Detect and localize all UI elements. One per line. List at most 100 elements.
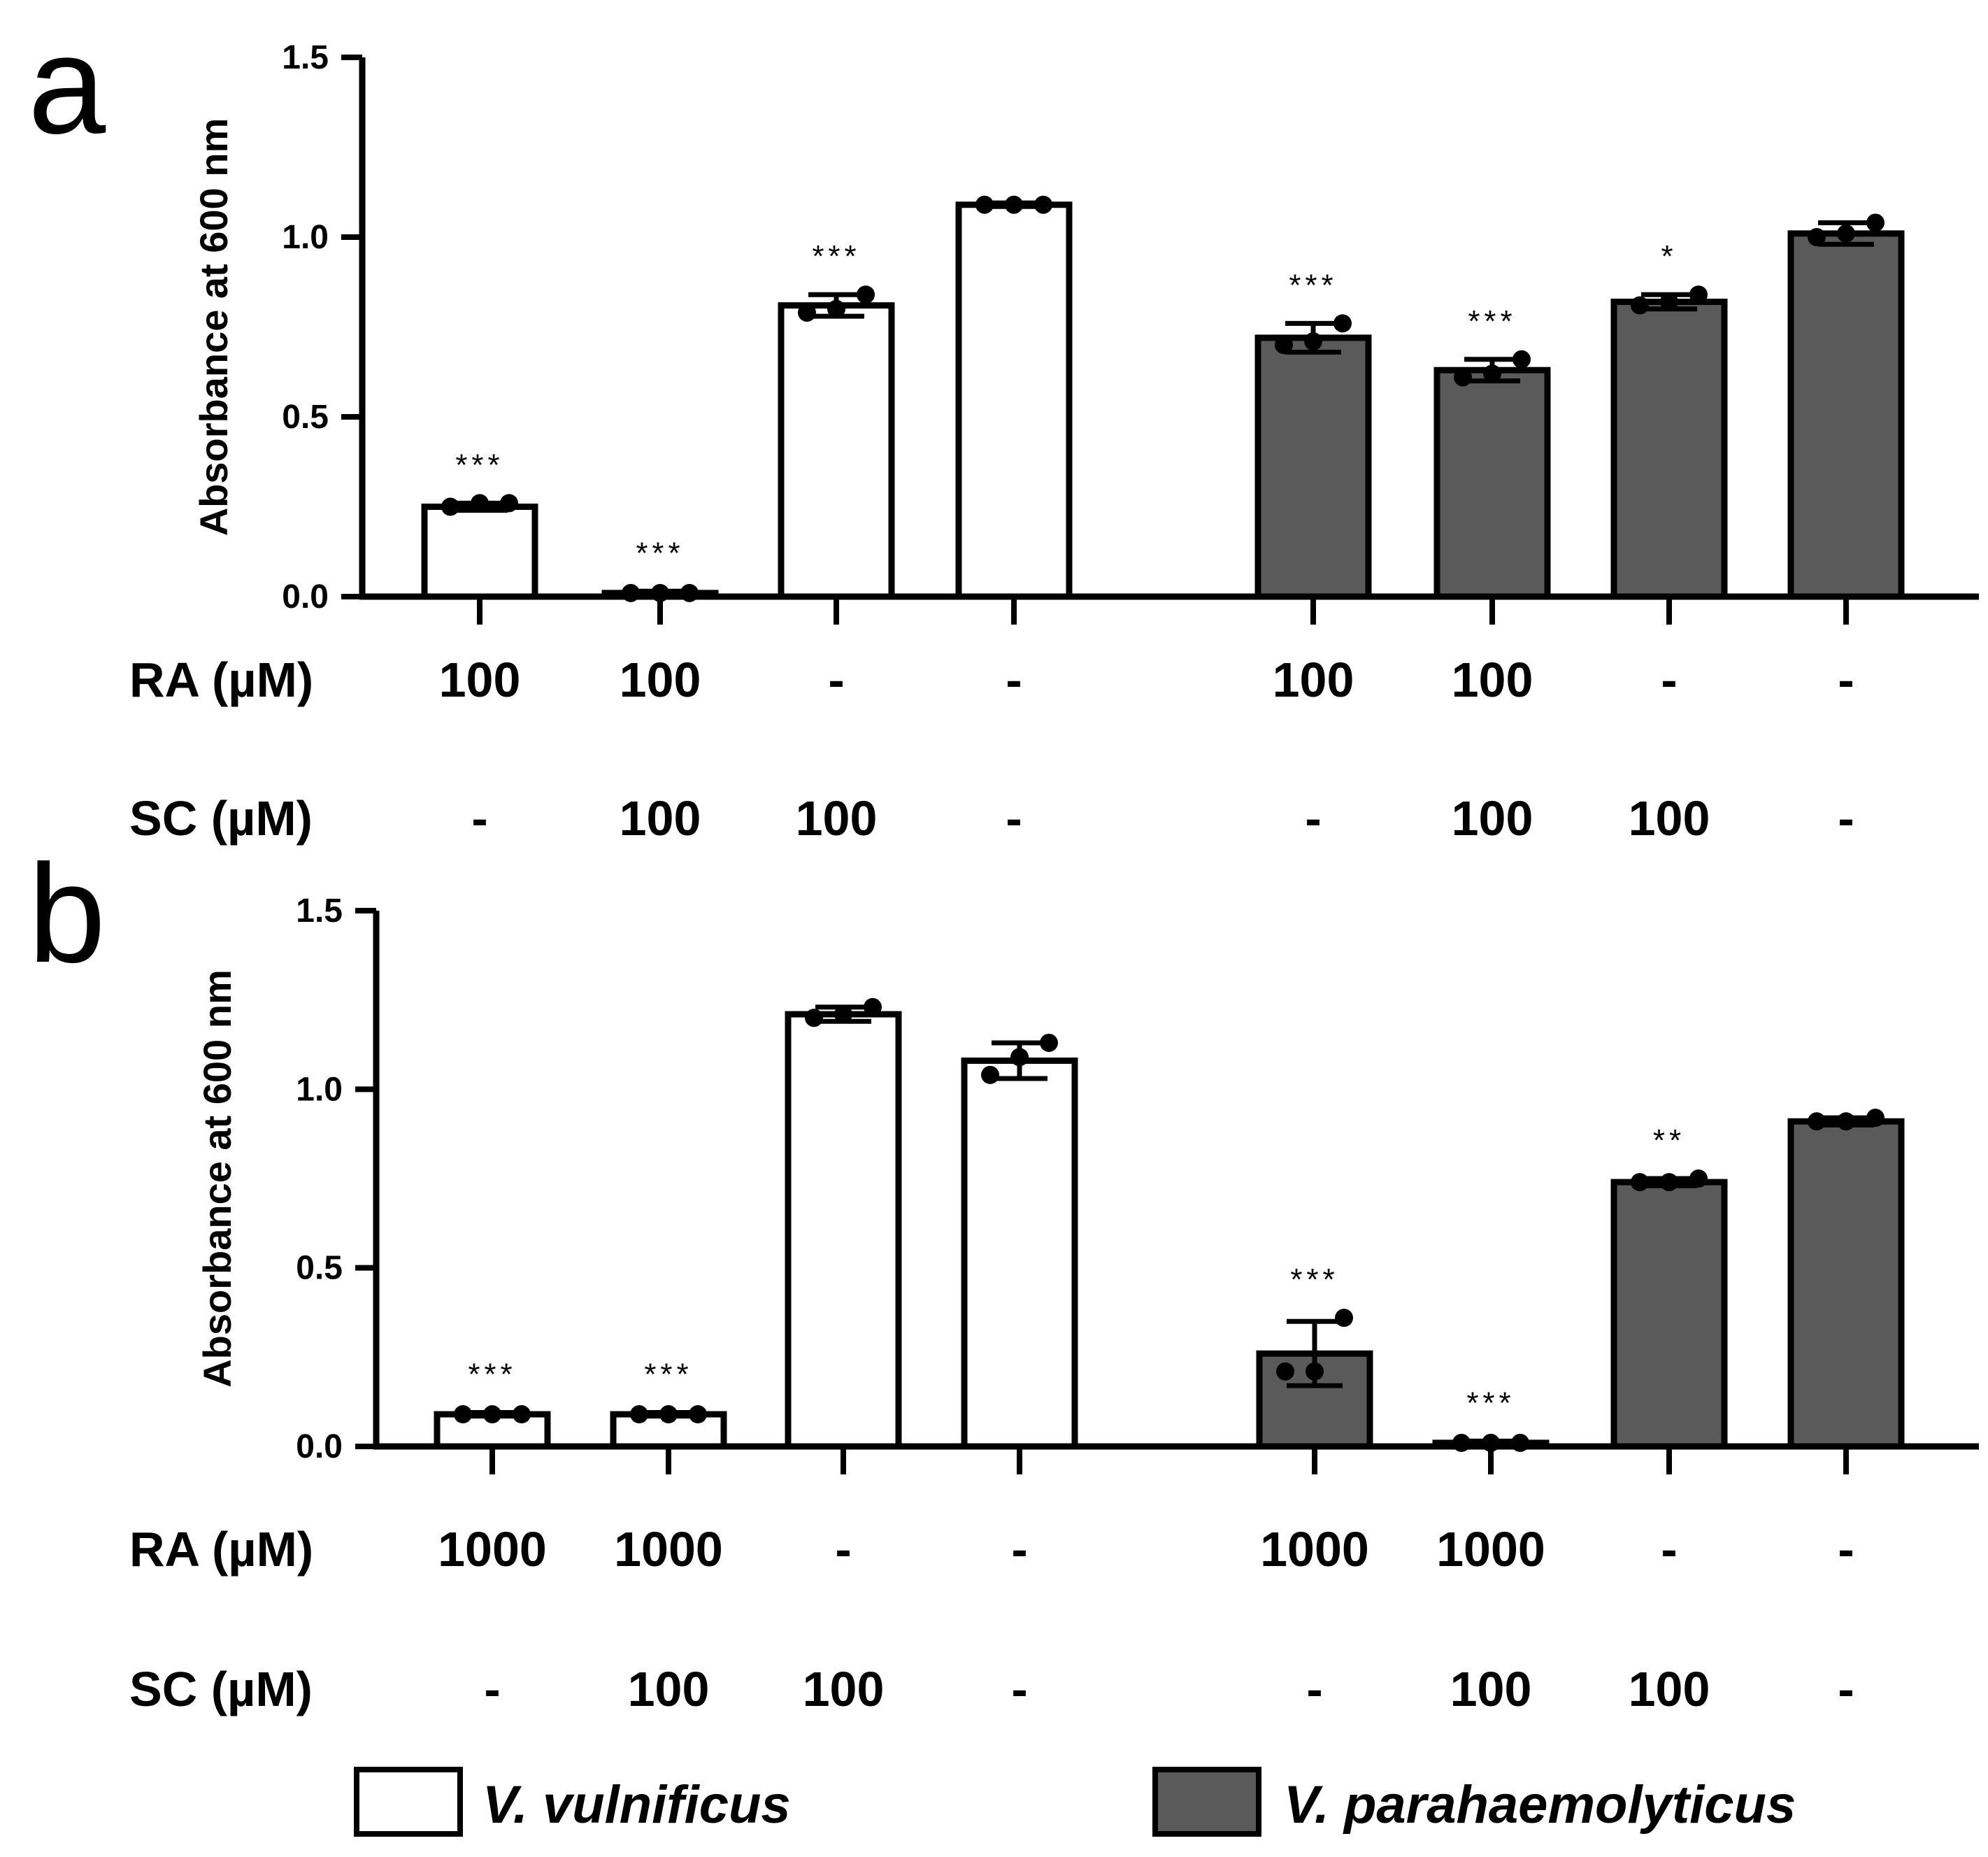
data-point bbox=[1010, 1048, 1029, 1067]
data-point bbox=[1482, 1433, 1500, 1452]
data-point bbox=[1483, 364, 1501, 383]
data-point bbox=[1275, 336, 1293, 355]
sc-value: 100 bbox=[1629, 791, 1710, 846]
data-point bbox=[1034, 195, 1052, 214]
sc-value: - bbox=[471, 791, 487, 846]
data-point bbox=[1306, 1362, 1324, 1381]
ra-value: - bbox=[1838, 1522, 1854, 1577]
sc-value: - bbox=[1011, 1662, 1027, 1716]
significance-label: *** bbox=[644, 1357, 692, 1391]
sc-value: 100 bbox=[796, 791, 878, 846]
ra-value: - bbox=[835, 1522, 851, 1577]
data-point bbox=[622, 583, 640, 602]
ra-value: 1000 bbox=[1260, 1522, 1369, 1577]
data-point bbox=[975, 195, 994, 214]
data-point bbox=[471, 494, 489, 513]
significance-label: *** bbox=[1466, 1386, 1515, 1420]
ra-value: - bbox=[1661, 1522, 1677, 1577]
data-point bbox=[689, 1405, 707, 1424]
data-point bbox=[1513, 350, 1531, 369]
significance-label: *** bbox=[1468, 304, 1516, 339]
significance-label: *** bbox=[812, 239, 860, 273]
bar bbox=[1787, 1118, 1905, 1450]
data-point bbox=[513, 1405, 531, 1424]
significance-label: *** bbox=[468, 1357, 516, 1391]
legend-label-v-vulnificus: V. vulnificus bbox=[482, 1775, 791, 1835]
bar bbox=[1254, 334, 1372, 600]
ra-value: - bbox=[1011, 1522, 1027, 1577]
sc-value: - bbox=[1838, 791, 1854, 846]
sc-value: 100 bbox=[1629, 1662, 1710, 1716]
ra-value: 1000 bbox=[614, 1522, 723, 1577]
panel-letter: b bbox=[28, 836, 106, 992]
data-point bbox=[500, 494, 518, 513]
data-point bbox=[659, 1405, 678, 1424]
condition-row-label: SC (µM) bbox=[129, 1662, 313, 1716]
data-point bbox=[1304, 332, 1322, 351]
significance-label: *** bbox=[1289, 268, 1337, 302]
significance-label: ** bbox=[1653, 1123, 1685, 1158]
data-point bbox=[1837, 224, 1855, 243]
data-point bbox=[798, 303, 816, 322]
bar bbox=[778, 302, 895, 600]
condition-row-label: SC (µM) bbox=[129, 791, 313, 846]
sc-value: - bbox=[484, 1662, 500, 1716]
significance-label: *** bbox=[455, 448, 503, 482]
data-point bbox=[1689, 285, 1708, 304]
data-point bbox=[454, 1405, 472, 1424]
legend-swatch-v-vulnificus bbox=[354, 1767, 463, 1837]
y-tick-label: 0.0 bbox=[282, 578, 329, 616]
data-point bbox=[680, 583, 699, 602]
data-point bbox=[1808, 228, 1826, 246]
bar bbox=[421, 504, 538, 600]
y-axis-label: Absorbance at 600 nm bbox=[195, 969, 239, 1388]
data-point bbox=[630, 1405, 648, 1424]
y-tick-label: 1.5 bbox=[282, 39, 329, 76]
y-tick-label: 1.0 bbox=[296, 1071, 343, 1108]
ra-value: - bbox=[1006, 653, 1022, 707]
legend-label-v-parahaemolyticus: V. parahaemolyticus bbox=[1284, 1775, 1796, 1835]
bar bbox=[1610, 1179, 1728, 1450]
sc-value: - bbox=[1006, 791, 1022, 846]
bar bbox=[785, 1011, 902, 1450]
data-point bbox=[1660, 1173, 1678, 1192]
data-point bbox=[1335, 1309, 1353, 1328]
significance-label: *** bbox=[636, 536, 684, 570]
data-point bbox=[1276, 1362, 1294, 1381]
data-point bbox=[1631, 296, 1649, 315]
sc-value: - bbox=[1305, 791, 1321, 846]
ra-value: - bbox=[1661, 653, 1677, 707]
ra-value: - bbox=[1838, 653, 1854, 707]
data-point bbox=[651, 583, 669, 602]
ra-value: - bbox=[828, 653, 844, 707]
panel-letter: a bbox=[28, 7, 106, 163]
sc-value: 100 bbox=[803, 1662, 885, 1716]
condition-row-label: RA (µM) bbox=[129, 653, 313, 707]
sc-value: - bbox=[1306, 1662, 1322, 1716]
condition-row-label: RA (µM) bbox=[129, 1522, 313, 1577]
data-point bbox=[1631, 1173, 1649, 1192]
bar bbox=[1610, 299, 1728, 600]
sc-value: 100 bbox=[620, 791, 701, 846]
y-axis-label: Absorbance at 600 nm bbox=[192, 118, 236, 536]
data-point bbox=[1040, 1033, 1058, 1052]
sc-value: 100 bbox=[1450, 1662, 1532, 1716]
data-point bbox=[1866, 213, 1885, 232]
sc-value: 100 bbox=[1452, 791, 1533, 846]
ra-value: 100 bbox=[439, 653, 521, 707]
sc-value: 100 bbox=[628, 1662, 710, 1716]
ra-value: 1000 bbox=[1436, 1522, 1545, 1577]
y-tick-label: 0.0 bbox=[296, 1428, 343, 1465]
bar bbox=[1787, 230, 1905, 600]
data-point bbox=[1333, 314, 1352, 333]
data-point bbox=[1005, 195, 1023, 214]
ra-value: 100 bbox=[620, 653, 701, 707]
y-tick-label: 1.5 bbox=[296, 892, 343, 930]
significance-label: * bbox=[1661, 239, 1677, 273]
bar bbox=[961, 1057, 1078, 1450]
bar bbox=[1433, 367, 1551, 600]
data-point bbox=[1689, 1169, 1708, 1188]
panel-b: b 0.0 0.5 1.0 1.5 Absorbance at 600 nm RA (µM)… bbox=[28, 836, 1979, 1716]
y-tick-label: 1.0 bbox=[282, 219, 329, 256]
